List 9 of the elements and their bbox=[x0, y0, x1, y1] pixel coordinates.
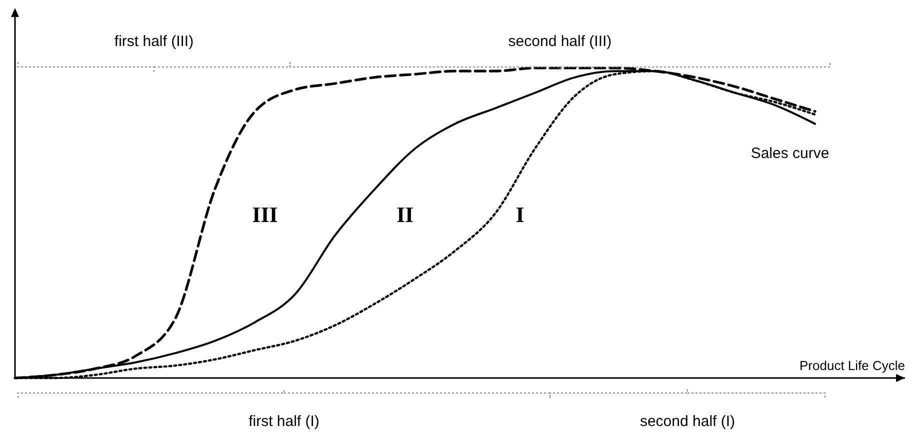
x-axis-title: Product Life Cycle bbox=[800, 358, 905, 373]
text: second half (III) bbox=[508, 33, 612, 50]
text: first half (I) bbox=[248, 413, 320, 430]
text: first half (III) bbox=[114, 33, 194, 50]
series-label: III bbox=[252, 202, 278, 227]
series-label: II bbox=[396, 202, 414, 227]
series-label: I bbox=[516, 202, 524, 227]
annotation: Sales curve bbox=[750, 145, 830, 162]
text: second half (I) bbox=[640, 413, 736, 430]
